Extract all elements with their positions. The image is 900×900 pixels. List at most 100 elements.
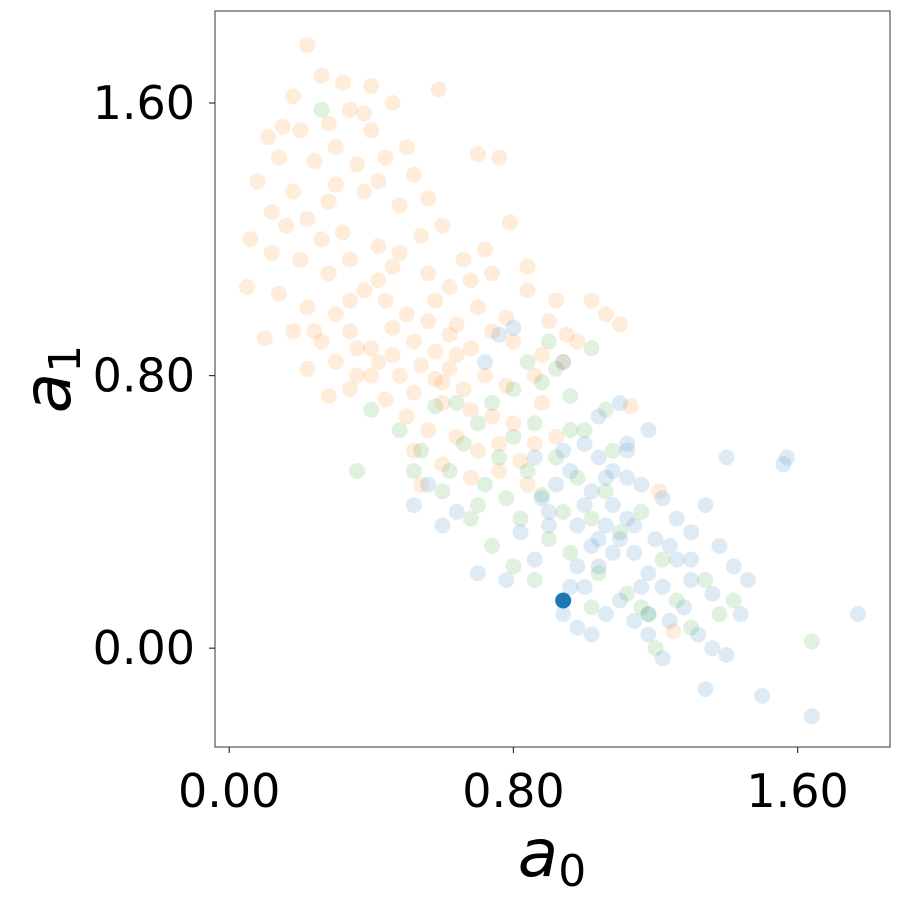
data-point [850, 606, 866, 623]
data-point [675, 599, 692, 616]
data-point [683, 572, 700, 588]
data-point [505, 415, 522, 432]
data-point [349, 156, 366, 173]
data-point [562, 463, 579, 479]
data-point [405, 384, 422, 401]
data-point [711, 606, 728, 623]
data-point [334, 74, 351, 91]
data-point [732, 606, 749, 623]
data-point [363, 122, 380, 139]
data-point [384, 258, 401, 275]
data-point [434, 483, 451, 500]
data-point [462, 340, 479, 357]
data-point [334, 224, 351, 241]
data-point [441, 279, 458, 295]
data-point [306, 323, 323, 340]
data-point [540, 517, 557, 534]
data-point [519, 476, 536, 493]
data-point [612, 531, 628, 548]
data-point [320, 115, 337, 132]
data-point [640, 606, 657, 623]
data-point [413, 357, 430, 374]
data-point [299, 360, 316, 377]
data-point [612, 316, 628, 333]
data-point [569, 517, 586, 534]
data-point [434, 517, 451, 534]
data-point [384, 319, 401, 336]
data-point [484, 265, 501, 282]
data-point [548, 428, 565, 445]
data-point [633, 503, 650, 520]
data-point [477, 367, 493, 384]
data-point [299, 210, 316, 227]
data-point [405, 333, 422, 350]
data-point [356, 183, 373, 200]
data-point [555, 354, 572, 370]
data-point [491, 463, 508, 479]
data-point [327, 139, 344, 156]
data-point [654, 551, 671, 568]
data-point [512, 452, 529, 469]
data-point [626, 612, 643, 629]
data-point [612, 524, 628, 541]
data-point [477, 476, 493, 493]
data-point [274, 118, 291, 135]
data-point [377, 149, 394, 166]
data-point [668, 551, 685, 568]
data-point [533, 347, 550, 364]
data-point [569, 469, 586, 486]
data-point [697, 681, 714, 698]
data-point [498, 572, 515, 588]
data-point [320, 388, 337, 404]
y-axis-label-base: a [9, 373, 86, 413]
data-point [640, 606, 657, 623]
data-point [548, 476, 565, 493]
data-point [583, 626, 600, 643]
data-point [548, 449, 565, 466]
data-point [299, 299, 316, 316]
data-point [413, 442, 430, 459]
data-point [260, 129, 277, 146]
data-point [619, 435, 636, 452]
data-point [505, 319, 522, 336]
data-point [306, 152, 323, 169]
data-point [420, 265, 437, 282]
x-axis-label-subscript: 0 [558, 846, 586, 897]
data-point [263, 244, 280, 261]
data-point [391, 197, 408, 214]
data-point [491, 435, 508, 452]
data-point [455, 251, 472, 268]
data-point [562, 578, 579, 595]
data-point [583, 292, 600, 309]
data-point [285, 183, 302, 200]
data-point [363, 367, 380, 384]
data-point [363, 78, 380, 94]
data-point [533, 394, 550, 411]
data-point [441, 326, 458, 343]
y-axis-ticks: 0.00 0.80 1.60 [93, 76, 215, 675]
data-point [526, 415, 543, 432]
data-point [342, 251, 358, 268]
x-axis-ticks: 0.00 0.80 1.60 [178, 747, 849, 818]
data-point [512, 524, 529, 541]
data-point [342, 323, 358, 340]
data-point [420, 476, 437, 493]
data-point [313, 231, 330, 248]
data-point [619, 442, 636, 459]
data-point [505, 381, 522, 398]
data-point [526, 435, 543, 452]
data-point [597, 606, 614, 623]
data-point [491, 149, 508, 166]
data-point [619, 510, 636, 527]
data-point [754, 687, 771, 704]
data-point [398, 408, 415, 425]
data-point [633, 578, 650, 595]
data-point [292, 251, 309, 268]
data-point [484, 323, 501, 340]
data-point [356, 282, 373, 299]
data-point [597, 517, 614, 534]
data-point [683, 619, 700, 636]
data-point [448, 394, 465, 411]
data-point [619, 585, 636, 602]
y-axis-label: a1 [9, 345, 91, 413]
